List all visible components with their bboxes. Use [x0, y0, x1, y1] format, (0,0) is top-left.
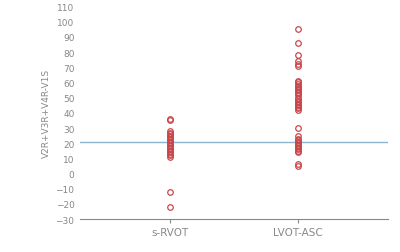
Y-axis label: V2R+V3R+V4R-V1S: V2R+V3R+V4R-V1S — [42, 69, 51, 158]
